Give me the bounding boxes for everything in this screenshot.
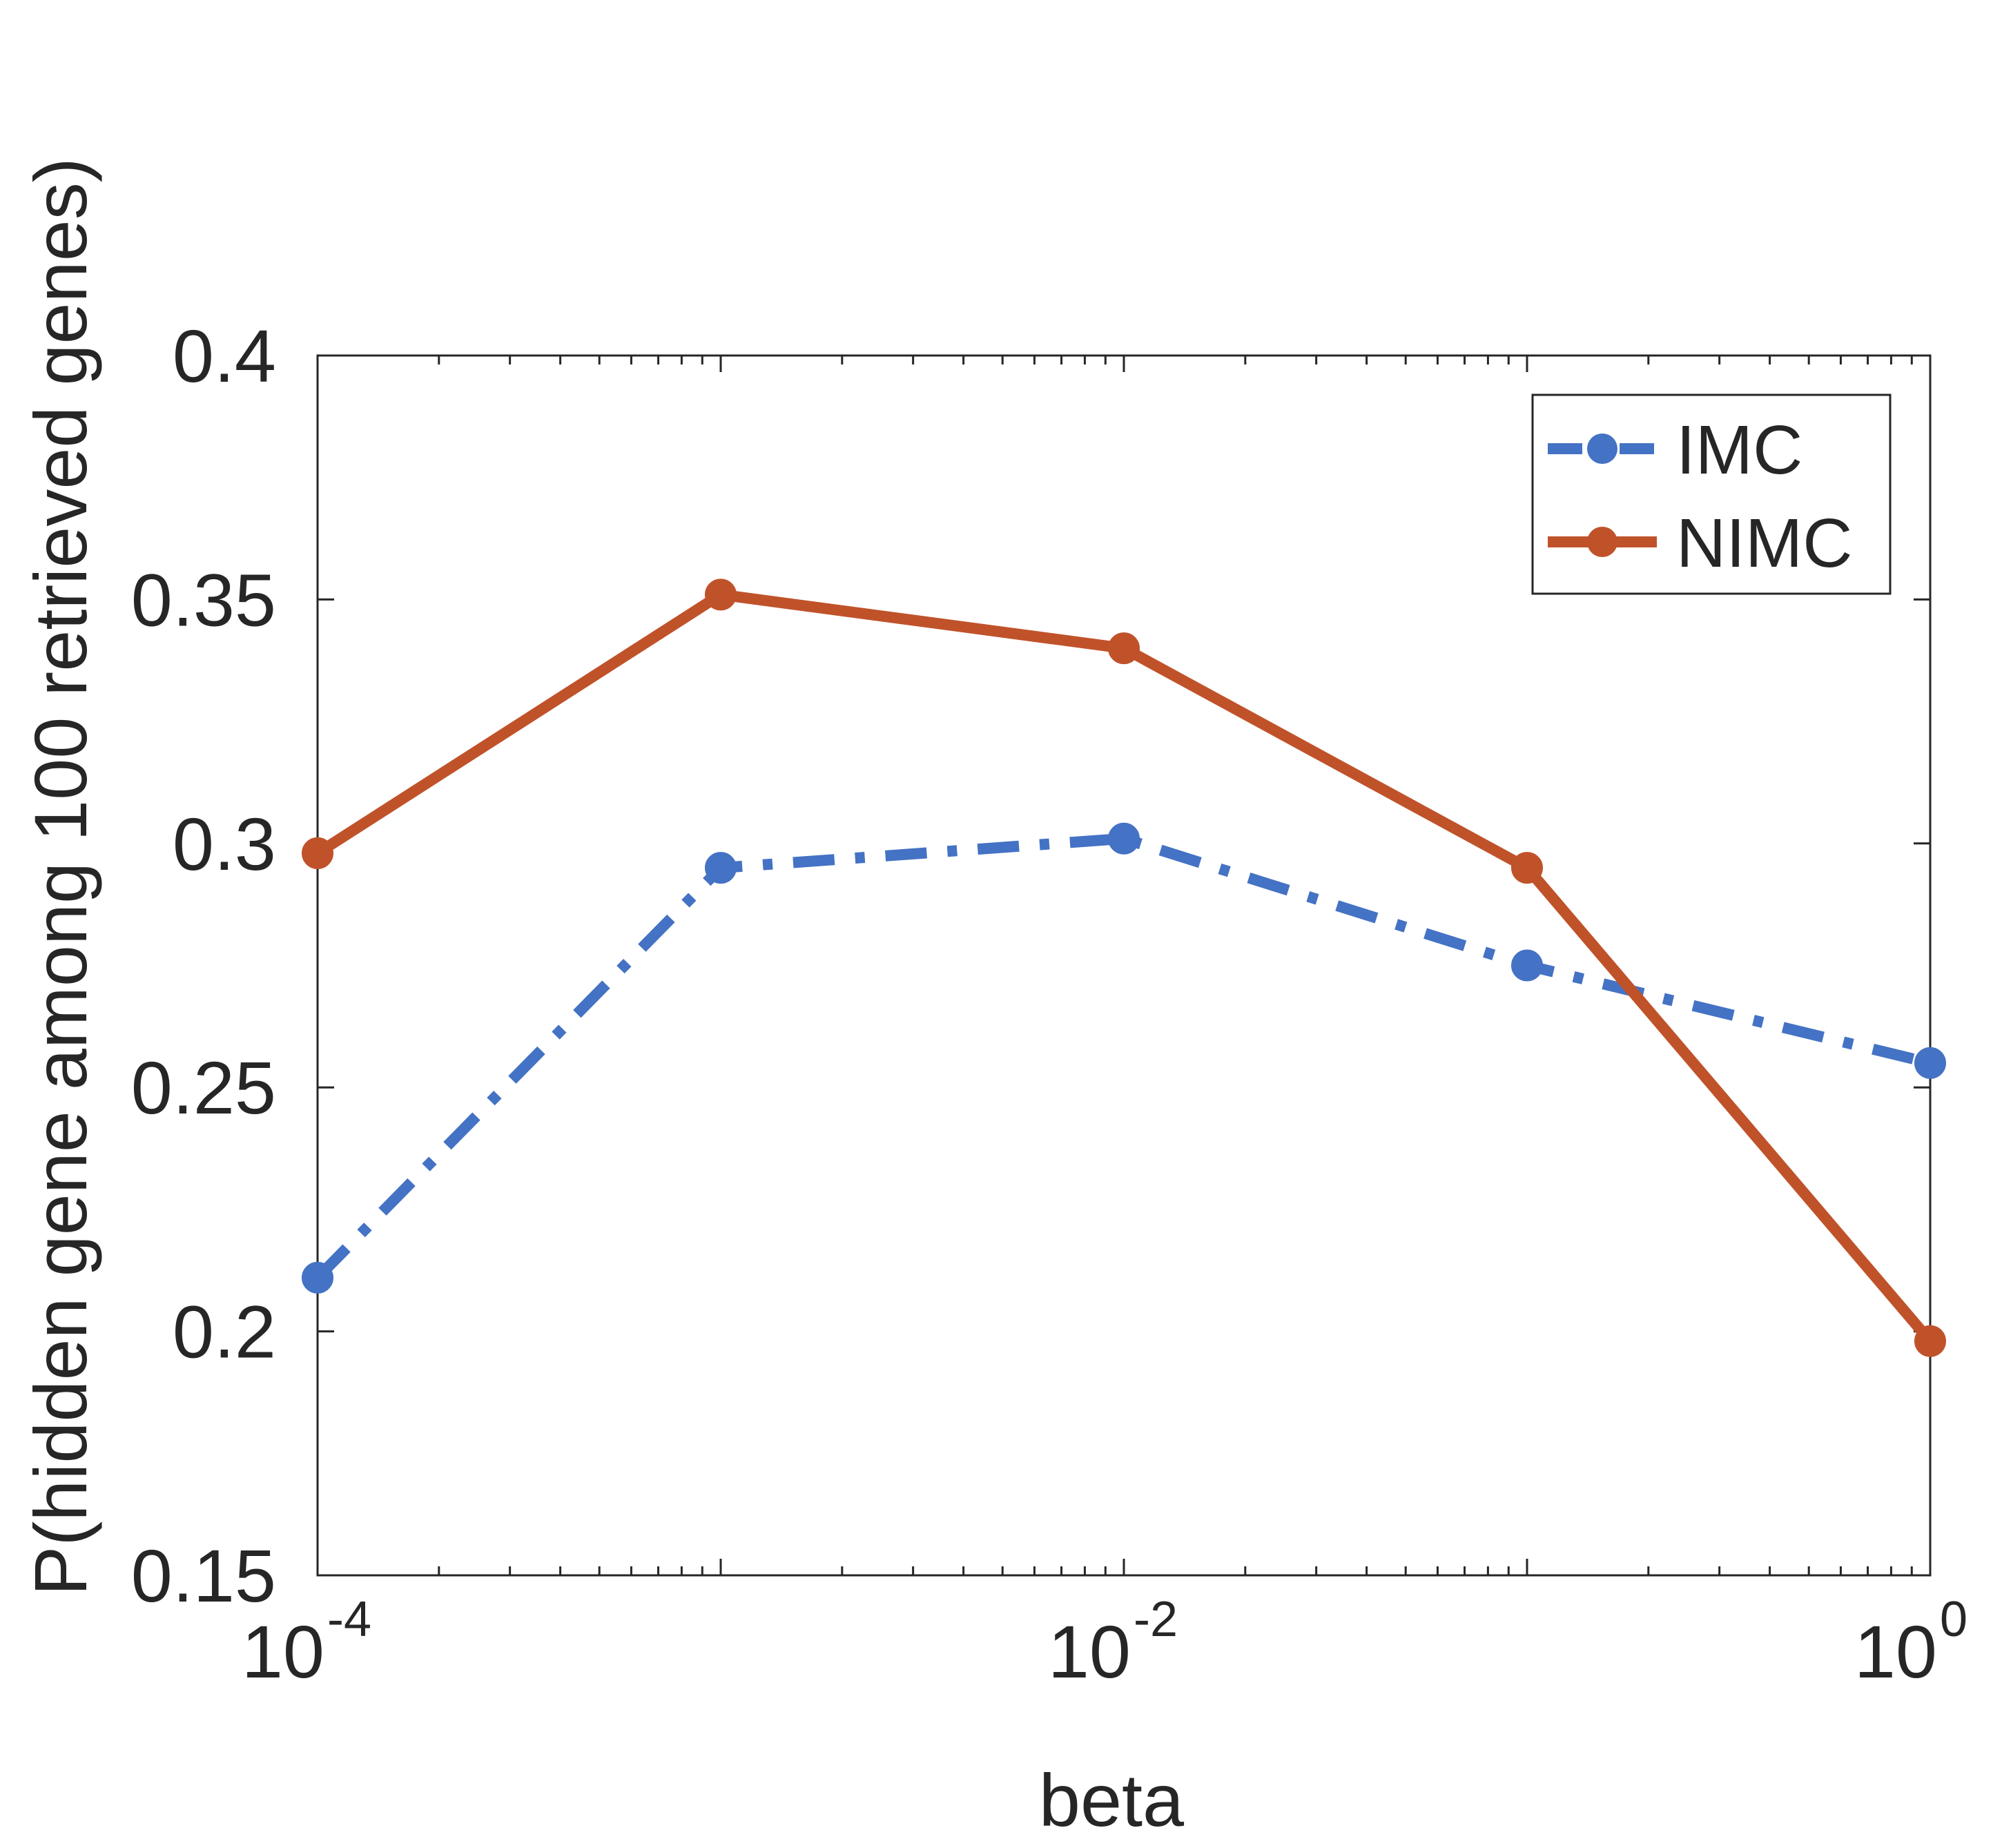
series-points — [302, 578, 1946, 1357]
legend-box — [1531, 393, 1892, 595]
x-tick-exponent: -2 — [1134, 1592, 1178, 1647]
series-line-nimc — [314, 589, 1935, 1345]
x-tick-exponent: -4 — [327, 1592, 371, 1647]
y-tick-label: 0.15 — [131, 1534, 276, 1617]
legend-item-nimc: NIMC — [1548, 505, 1853, 582]
data-point-nimc — [302, 837, 333, 869]
y-tick-label: 0.3 — [173, 802, 276, 886]
data-point-imc — [1914, 1047, 1946, 1079]
data-point-imc — [705, 852, 737, 884]
y-tick-labels: 0.15 0.2 0.25 0.3 0.35 0.4 — [131, 314, 276, 1617]
y-tick-label: 0.25 — [131, 1046, 276, 1129]
x-tick-label: 10 0 — [1854, 1592, 1967, 1693]
data-point-imc — [302, 1261, 333, 1294]
legend-label-nimc: NIMC — [1676, 505, 1853, 582]
x-tick-label: 10 -4 — [242, 1592, 371, 1693]
data-point-nimc — [1914, 1325, 1946, 1357]
data-point-imc — [1511, 949, 1543, 982]
series-line-imc — [313, 833, 1932, 1282]
legend-label-imc: IMC — [1676, 411, 1802, 489]
legend-marker-nimc — [1587, 527, 1617, 557]
x-tick-labels: 10 -4 10 -2 10 0 — [242, 1592, 1967, 1693]
legend-marker-imc — [1587, 434, 1617, 464]
data-point-imc — [1108, 822, 1140, 855]
data-point-nimc — [1511, 852, 1543, 884]
plot-area — [316, 354, 1932, 1577]
x-tick-label: 10 -2 — [1048, 1592, 1178, 1693]
legend-item-imc: IMC — [1548, 411, 1802, 489]
series-lines — [313, 589, 1935, 1345]
x-tick-base: 10 — [1048, 1610, 1131, 1693]
legend: IMC NIMC — [1531, 393, 1892, 595]
y-axis-title: P(hidden gene among 100 retrieved genes) — [19, 157, 102, 1595]
y-tick-label: 0.35 — [131, 558, 276, 641]
data-point-nimc — [1108, 632, 1140, 665]
x-tick-base: 10 — [1854, 1610, 1937, 1693]
x-tick-exponent: 0 — [1940, 1592, 1967, 1647]
y-tick-label: 0.2 — [173, 1290, 276, 1374]
y-tick-label: 0.4 — [173, 314, 276, 398]
data-point-nimc — [705, 578, 737, 611]
x-axis-title: beta — [1039, 1758, 1185, 1842]
x-tick-base: 10 — [242, 1610, 324, 1693]
minor-ticks — [438, 356, 1913, 1575]
